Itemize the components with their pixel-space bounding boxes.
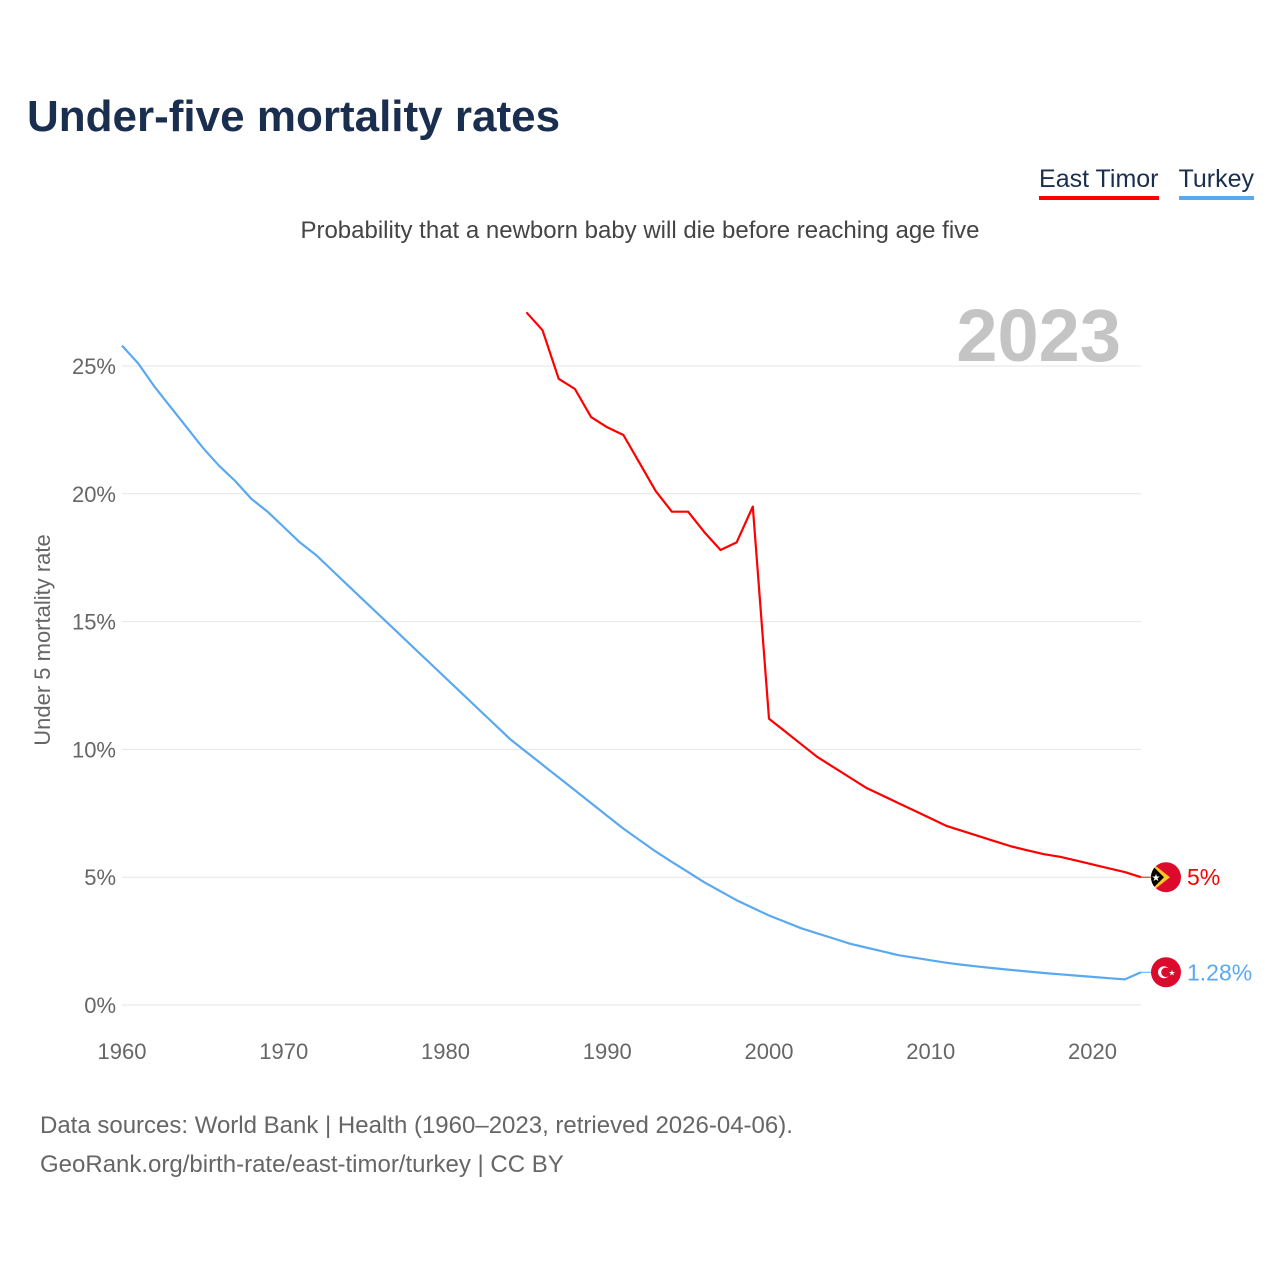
x-tick-label: 1980 — [421, 1039, 470, 1064]
x-tick-label: 1970 — [259, 1039, 308, 1064]
svg-text:★: ★ — [1168, 968, 1175, 977]
series-line-turkey — [121, 344, 1142, 981]
source-line: Data sources: World Bank | Health (1960–… — [40, 1112, 793, 1139]
legend: East Timor Turkey — [1039, 165, 1254, 200]
y-tick-label: 0% — [84, 993, 116, 1018]
y-axis-label: Under 5 mortality rate — [30, 534, 55, 746]
turkey-flag-icon: ★ — [1151, 957, 1181, 988]
y-tick-label: 10% — [72, 737, 116, 762]
y-tick-label: 15% — [72, 610, 116, 635]
chart-title: Under-five mortality rates — [27, 92, 561, 141]
source-url[interactable]: GeoRank.org/birth-rate/east-timor/turkey… — [40, 1151, 564, 1178]
x-tick-label: 2010 — [906, 1039, 955, 1064]
x-tick-label: 1990 — [583, 1039, 632, 1064]
legend-turkey[interactable]: Turkey — [1178, 165, 1254, 200]
year-watermark: 2023 — [956, 294, 1121, 377]
y-tick-label: 25% — [72, 354, 116, 379]
chart-subtitle: Probability that a newborn baby will die… — [300, 217, 980, 244]
end-value-label: 1.28% — [1187, 959, 1252, 985]
x-tick-label: 1960 — [98, 1039, 147, 1064]
svg-text:★: ★ — [1152, 873, 1161, 884]
series-line-east-timor — [525, 311, 1142, 879]
source-note: Data sources: World Bank | Health (1960–… — [40, 1106, 793, 1184]
y-tick-label: 20% — [72, 482, 116, 507]
x-tick-label: 2020 — [1068, 1039, 1117, 1064]
x-tick-label: 2000 — [745, 1039, 794, 1064]
east-timor-flag-icon: ★ — [1151, 862, 1181, 893]
y-tick-label: 5% — [84, 865, 116, 890]
end-value-label: 5% — [1187, 864, 1220, 890]
legend-east-timor[interactable]: East Timor — [1039, 165, 1159, 200]
